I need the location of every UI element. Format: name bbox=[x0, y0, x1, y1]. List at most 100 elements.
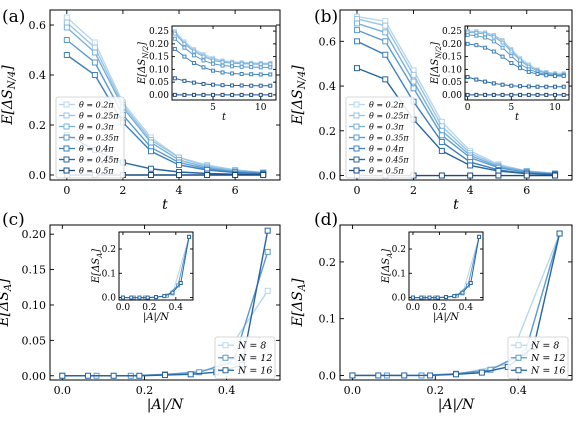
data-point bbox=[172, 92, 177, 97]
data-point bbox=[467, 162, 474, 169]
data-point bbox=[249, 72, 254, 77]
data-point bbox=[220, 83, 225, 88]
legend-entry: θ = 0.45π bbox=[369, 156, 409, 165]
data-point bbox=[170, 290, 175, 295]
x-tick-label: 0.2 bbox=[427, 384, 445, 397]
x-tick-label: 6 bbox=[523, 184, 530, 197]
data-point bbox=[145, 295, 150, 300]
legend-entry: θ = 0.25π bbox=[79, 112, 119, 121]
data-point bbox=[211, 92, 216, 97]
series-line bbox=[66, 21, 264, 174]
data-point bbox=[260, 172, 267, 178]
data-point bbox=[483, 92, 488, 97]
x-tick-label: 6 bbox=[232, 184, 239, 197]
data-point bbox=[518, 61, 523, 66]
legend-entry: θ = 0.45π bbox=[79, 156, 119, 165]
data-point bbox=[535, 92, 540, 97]
data-point bbox=[465, 75, 470, 80]
data-point bbox=[201, 92, 206, 97]
y-axis-label: E[ΔSN/2] bbox=[137, 42, 150, 85]
y-tick-label: 0.1 bbox=[319, 313, 337, 326]
data-point bbox=[191, 49, 196, 54]
y-tick-label: 0.00 bbox=[149, 91, 169, 101]
data-point bbox=[63, 24, 70, 31]
legend-entry: θ = 0.2π bbox=[369, 101, 404, 110]
data-point bbox=[129, 295, 134, 300]
data-point bbox=[556, 230, 563, 237]
data-point bbox=[483, 45, 488, 50]
data-point bbox=[268, 92, 273, 97]
y-tick-label: 0.4 bbox=[29, 69, 47, 82]
data-point bbox=[191, 92, 196, 97]
data-point bbox=[147, 165, 154, 172]
legend-frame bbox=[507, 336, 569, 379]
data-point bbox=[509, 54, 514, 59]
series-line bbox=[356, 29, 556, 175]
x-tick-label: 0.0 bbox=[406, 303, 421, 313]
x-tick-label: 0.4 bbox=[218, 384, 236, 397]
legend-marker bbox=[222, 354, 229, 361]
y-tick-label: 0.20 bbox=[22, 228, 47, 241]
x-axis-label: t bbox=[515, 112, 520, 123]
legend-marker bbox=[63, 101, 70, 108]
panel-label: (b) bbox=[314, 7, 338, 27]
data-point bbox=[491, 81, 496, 86]
data-point bbox=[500, 45, 505, 50]
data-point bbox=[500, 82, 505, 87]
x-tick-label: 0.2 bbox=[142, 303, 156, 313]
data-point bbox=[220, 63, 225, 68]
data-point bbox=[491, 49, 496, 54]
data-point bbox=[110, 372, 117, 379]
y-tick-label: 0.25 bbox=[149, 27, 169, 37]
inset-c-frame bbox=[118, 231, 194, 301]
data-point bbox=[509, 49, 514, 54]
x-tick-label: 10 bbox=[549, 103, 561, 113]
y-tick-label: 0.00 bbox=[22, 370, 47, 383]
data-point bbox=[91, 59, 98, 66]
data-point bbox=[495, 172, 502, 179]
legend: N = 8 N = 12N = 16 bbox=[214, 336, 276, 379]
data-point bbox=[410, 85, 417, 92]
data-point bbox=[500, 54, 505, 59]
y-axis-label: E[ΔSN/4] bbox=[290, 65, 308, 126]
legend-marker bbox=[353, 145, 360, 152]
data-point bbox=[196, 369, 203, 376]
data-point bbox=[382, 22, 389, 29]
inset-d-frame bbox=[408, 231, 484, 301]
data-point bbox=[561, 74, 566, 79]
data-point bbox=[509, 83, 514, 88]
legend-marker bbox=[353, 123, 360, 130]
x-tick-label: 0.0 bbox=[54, 384, 72, 397]
data-point bbox=[460, 290, 465, 295]
data-point bbox=[230, 61, 235, 66]
data-point bbox=[518, 66, 523, 71]
data-point bbox=[230, 64, 235, 69]
panel-label: (d) bbox=[314, 210, 338, 230]
data-point bbox=[191, 80, 196, 85]
data-point bbox=[239, 61, 244, 66]
legend-entry: N = 8 bbox=[237, 340, 266, 351]
y-tick-label: 0.0 bbox=[319, 369, 337, 382]
legend-marker bbox=[63, 167, 70, 174]
legend-marker bbox=[222, 342, 229, 349]
data-point bbox=[526, 92, 531, 97]
y-tick-label: 0.05 bbox=[149, 78, 169, 88]
data-point bbox=[178, 281, 183, 285]
data-point bbox=[427, 295, 432, 300]
data-point bbox=[452, 294, 457, 299]
data-point bbox=[500, 40, 505, 45]
data-point bbox=[465, 32, 470, 37]
legend-frame bbox=[55, 96, 125, 179]
legend-marker bbox=[63, 123, 70, 130]
y-tick-label: 0.10 bbox=[442, 65, 462, 75]
data-point bbox=[59, 372, 66, 379]
data-point bbox=[84, 372, 91, 379]
y-tick-label: 0.0 bbox=[319, 170, 337, 183]
x-axis-label: |A|/N bbox=[438, 397, 475, 413]
y-axis-label: E[ΔSA] bbox=[91, 249, 104, 284]
data-point bbox=[172, 31, 177, 36]
legend-marker bbox=[63, 156, 70, 163]
data-point bbox=[375, 372, 382, 379]
y-tick-label: 0.0 bbox=[392, 294, 407, 304]
data-point bbox=[353, 20, 360, 27]
